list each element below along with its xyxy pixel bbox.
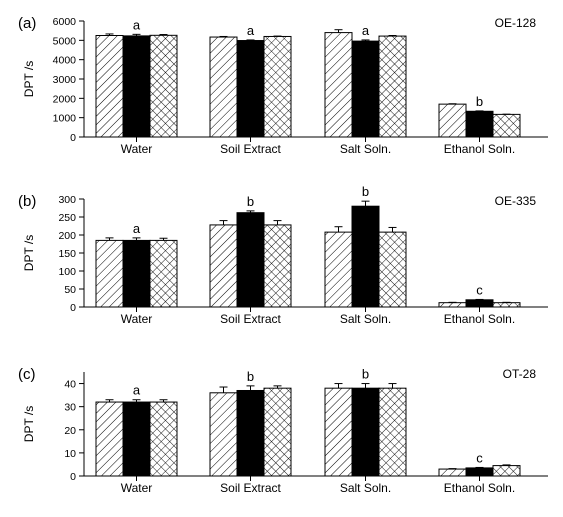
y-tick-label: 3000 — [53, 74, 77, 86]
bar-diagonal-hatch-2 — [209, 392, 238, 477]
bar-solid-black-2 — [236, 212, 265, 308]
y-tick-label: 0 — [70, 471, 76, 483]
y-axis-title: DPT /s — [22, 406, 36, 442]
bar-solid-black-3 — [351, 205, 380, 308]
significance-letter: c — [476, 282, 483, 297]
chart-panel-3: 0 10 20 30 40 (c) OT-28 DPT /s Water a Soil Extrac… — [18, 366, 548, 495]
bar-cross-hatch-3 — [378, 231, 407, 308]
category-label: Ethanol Soln. — [444, 481, 515, 495]
bar-cross-hatch-2 — [263, 224, 292, 308]
y-axis-title: DPT /s — [22, 235, 36, 271]
bar-diagonal-hatch-3 — [324, 32, 353, 138]
sample-label: OE-128 — [495, 16, 537, 30]
bar-diagonal-hatch-4 — [438, 302, 467, 308]
bar-solid-black-4 — [465, 299, 494, 308]
y-tick-label: 150 — [58, 248, 76, 260]
y-tick-label: 200 — [58, 230, 76, 242]
y-tick-label: 20 — [64, 425, 76, 437]
category-label: Salt Soln. — [340, 142, 391, 156]
bar-cross-hatch-1 — [149, 34, 178, 138]
bar-cross-hatch-3 — [378, 387, 407, 477]
y-tick-label: 0 — [70, 132, 76, 144]
category-label: Water — [121, 481, 153, 495]
y-tick-label: 4000 — [53, 55, 77, 67]
category-label: Ethanol Soln. — [444, 142, 515, 156]
bar-diagonal-hatch-1 — [95, 239, 124, 308]
y-tick-label: 6000 — [53, 16, 77, 28]
sample-label: OT-28 — [503, 367, 537, 381]
bar-cross-hatch-3 — [378, 35, 407, 138]
y-tick-label: 1000 — [53, 113, 77, 125]
significance-letter: a — [362, 23, 370, 38]
significance-letter: a — [133, 383, 141, 398]
chart-panel-2: 0 50 100 150 200 250 300 (b) OE-335 DPT /s Water a S… — [18, 184, 548, 326]
bar-diagonal-hatch-2 — [209, 224, 238, 308]
sample-label: OE-335 — [495, 194, 537, 208]
bar-cross-hatch-2 — [263, 35, 292, 138]
significance-letter: b — [476, 94, 483, 109]
panel-label: (b) — [18, 193, 36, 210]
y-tick-label: 5000 — [53, 35, 77, 47]
chart-panel-1: 0 1000 2000 3000 4000 5000 6000 (a) OE-128 DPT /s… — [18, 15, 548, 156]
y-tick-label: 30 — [64, 402, 76, 414]
bar-diagonal-hatch-3 — [324, 387, 353, 477]
bar-solid-black-4 — [465, 467, 494, 477]
bar-cross-hatch-1 — [149, 401, 178, 477]
significance-letter: a — [247, 23, 255, 38]
y-tick-label: 0 — [70, 302, 76, 314]
bar-solid-black-1 — [122, 401, 151, 477]
y-tick-label: 100 — [58, 266, 76, 278]
bar-solid-black-3 — [351, 40, 380, 138]
panel-label: (a) — [18, 15, 36, 32]
category-label: Soil Extract — [220, 312, 281, 326]
bar-solid-black-1 — [122, 239, 151, 308]
y-tick-label: 50 — [64, 284, 76, 296]
significance-letter: a — [133, 17, 141, 32]
bar-diagonal-hatch-1 — [95, 401, 124, 477]
y-axis-title: DPT /s — [22, 61, 36, 97]
category-label: Salt Soln. — [340, 312, 391, 326]
y-tick-label: 40 — [64, 379, 76, 391]
bar-diagonal-hatch-4 — [438, 468, 467, 477]
bar-solid-black-4 — [465, 110, 494, 138]
significance-letter: b — [247, 369, 254, 384]
y-tick-label: 2000 — [53, 93, 77, 105]
category-label: Soil Extract — [220, 142, 281, 156]
y-tick-label: 250 — [58, 212, 76, 224]
bar-cross-hatch-4 — [492, 302, 521, 308]
panel-label: (c) — [18, 366, 36, 383]
bar-diagonal-hatch-1 — [95, 35, 124, 138]
significance-letter: a — [133, 221, 141, 236]
bar-solid-black-3 — [351, 387, 380, 477]
category-label: Water — [121, 142, 153, 156]
bar-diagonal-hatch-2 — [209, 36, 238, 138]
bar-cross-hatch-1 — [149, 239, 178, 308]
bar-cross-hatch-4 — [492, 465, 521, 477]
category-label: Water — [121, 312, 153, 326]
bar-cross-hatch-2 — [263, 387, 292, 477]
category-label: Soil Extract — [220, 481, 281, 495]
category-label: Ethanol Soln. — [444, 312, 515, 326]
bar-solid-black-2 — [236, 40, 265, 138]
bar-cross-hatch-4 — [492, 113, 521, 138]
significance-letter: c — [476, 450, 483, 465]
bar-solid-black-1 — [122, 35, 151, 138]
bar-diagonal-hatch-3 — [324, 231, 353, 308]
bar-solid-black-2 — [236, 389, 265, 477]
significance-letter: b — [362, 184, 369, 199]
significance-letter: b — [247, 194, 254, 209]
y-tick-label: 10 — [64, 448, 76, 460]
bar-diagonal-hatch-4 — [438, 103, 467, 138]
y-tick-label: 300 — [58, 194, 76, 206]
category-label: Salt Soln. — [340, 481, 391, 495]
significance-letter: b — [362, 367, 369, 382]
